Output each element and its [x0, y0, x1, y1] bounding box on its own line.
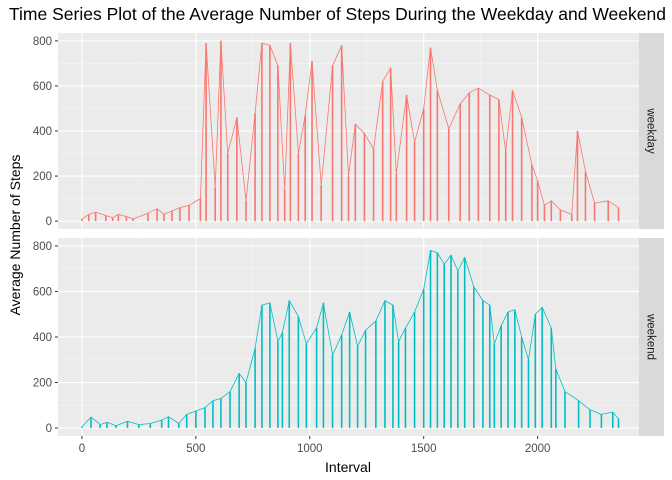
strip-label-weekend: weekend — [645, 313, 657, 360]
series-line-weekday — [81, 40, 619, 220]
x-tick-label: 1000 — [297, 443, 323, 455]
x-tick-label: 2000 — [525, 443, 551, 455]
y-tick-label: 200 — [33, 171, 52, 183]
strip-label-weekday: weekday — [645, 107, 657, 154]
strip-weekday — [639, 33, 664, 229]
panel-weekday: 0 200 400 600 800 weekday — [33, 33, 664, 229]
chart-title: Time Series Plot of the Average Number o… — [9, 4, 666, 24]
x-tick-label: 0 — [79, 443, 85, 455]
strip-weekend — [639, 238, 664, 436]
panel-weekend: 0 200 400 600 800 weekend — [33, 238, 664, 436]
y-tick-label: 0 — [46, 216, 52, 228]
y-tick-label: 200 — [33, 378, 52, 390]
y-tick-label: 600 — [33, 286, 52, 298]
x-axis-title: Interval — [325, 459, 371, 475]
y-tick-label: 800 — [33, 36, 52, 48]
y-tick-label: 400 — [33, 332, 52, 344]
x-axis: 0 500 1000 1500 2000 — [79, 436, 551, 455]
x-tick-label: 500 — [186, 443, 205, 455]
x-tick-label: 1500 — [411, 443, 437, 455]
y-tick-label: 0 — [46, 423, 52, 435]
y-tick-label: 400 — [33, 126, 52, 138]
y-axis-title: Average Number of Steps — [7, 155, 23, 316]
series-line-weekend — [81, 250, 619, 428]
y-tick-label: 600 — [33, 81, 52, 93]
y-tick-label: 800 — [33, 241, 52, 253]
